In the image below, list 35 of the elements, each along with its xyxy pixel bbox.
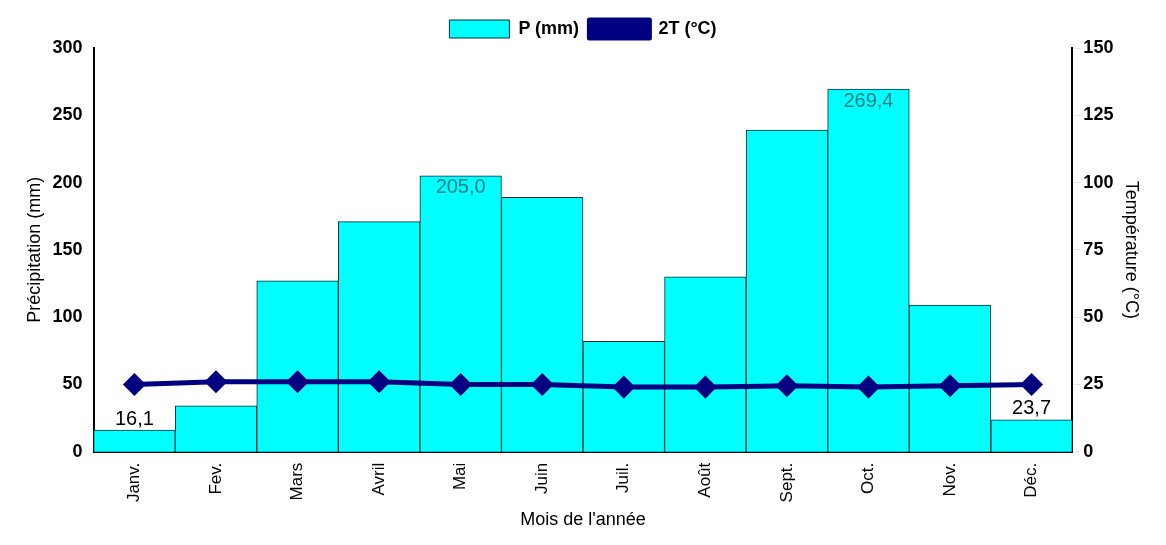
x-tick-label: Avril (368, 462, 388, 496)
x-tick-label: Août (695, 462, 715, 498)
y-tick-label: 200 (52, 171, 83, 192)
y2-axis-title: Température (°C) (1122, 180, 1143, 319)
x-tick-label: Mars (287, 462, 307, 501)
y-tick-label: 100 (52, 306, 83, 327)
y2-tick-label: 50 (1083, 306, 1104, 327)
legend-label: P (mm) (518, 17, 580, 38)
x-tick-label: Mai (450, 462, 470, 491)
x-axis-title: Mois de l'année (520, 509, 646, 530)
y-tick-label: 250 (52, 104, 83, 125)
data-label: 205,0 (435, 175, 486, 198)
x-tick-label: Juil. (613, 462, 633, 493)
data-label: 16,1 (114, 406, 154, 429)
y-tick-label: 0 (72, 440, 83, 461)
x-tick-label: Juin (531, 462, 551, 494)
y-axis-title: Précipitation (mm) (23, 176, 44, 323)
x-tick-label: Janv. (124, 462, 144, 503)
data-label: 23,7 (1012, 396, 1052, 419)
y2-tick-label: 125 (1083, 104, 1114, 125)
x-tick-label: Sept. (776, 462, 796, 503)
x-tick-label: Déc. (1021, 462, 1041, 498)
x-tick-label: Oct. (858, 462, 878, 494)
y2-tick-label: 0 (1083, 440, 1094, 461)
y2-tick-label: 25 (1083, 373, 1104, 394)
y-tick-label: 150 (52, 238, 83, 259)
x-tick-label: Fev. (205, 462, 225, 495)
y2-tick-label: 75 (1083, 238, 1104, 259)
x-tick-label: Nov. (939, 462, 959, 497)
y2-tick-label: 150 (1083, 36, 1114, 57)
legend-label: 2T (°C) (658, 17, 717, 38)
y-tick-label: 300 (52, 36, 83, 57)
y-tick-label: 50 (62, 373, 83, 394)
data-label: 269,4 (843, 88, 894, 111)
y2-tick-label: 100 (1083, 171, 1114, 192)
